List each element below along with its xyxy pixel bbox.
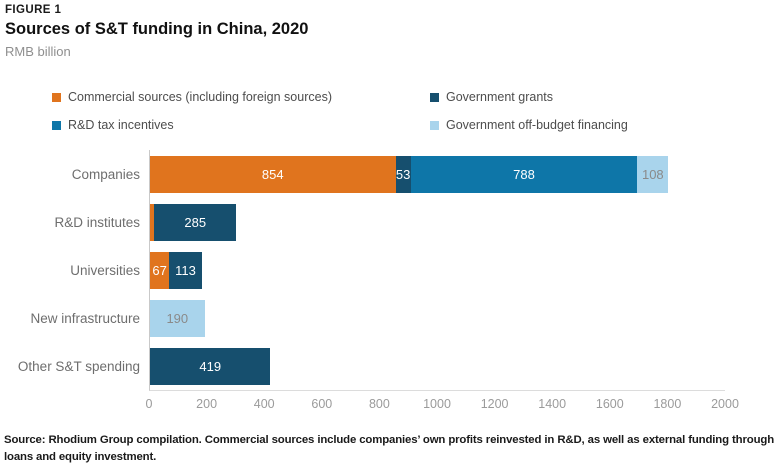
bar-value-label: 190: [166, 310, 189, 326]
legend-swatch: [52, 120, 61, 130]
bar-value-label: 108: [641, 166, 664, 182]
legend-label: Government grants: [446, 90, 553, 104]
bar-value-label: 788: [513, 166, 535, 182]
bar-segment: 108: [637, 155, 669, 193]
category-label: New infrastructure: [30, 310, 140, 326]
x-axis-tick-label: 600: [311, 397, 333, 411]
legend-label: Commercial sources (including foreign so…: [68, 90, 332, 104]
x-axis-tick-label: 0: [145, 397, 153, 411]
legend-swatch: [430, 92, 439, 102]
source-note: Source: Rhodium Group compilation. Comme…: [4, 434, 774, 464]
chart-row: Other S&T spending 419: [18, 342, 725, 390]
legend-item: R&D tax incentives: [52, 118, 430, 132]
x-axis-tick-label: 1600: [595, 397, 624, 411]
legend-label: R&D tax incentives: [68, 118, 174, 132]
x-axis-tick-label: 1200: [480, 397, 509, 411]
legend-swatch: [52, 92, 61, 102]
category-label: Universities: [70, 262, 140, 278]
bar-segment: 190: [150, 299, 205, 337]
figure-kicker: FIGURE 1: [5, 4, 62, 16]
bar-chart: Companies 854 53 788 108 R&D institutes 285 Uni…: [18, 150, 739, 413]
bar-segment: [150, 203, 155, 241]
chart-row: Companies 854 53 788 108: [72, 150, 725, 198]
bar-segment: 67: [150, 251, 170, 289]
bar-value-label: 53: [395, 166, 411, 182]
category-label: Other S&T spending: [17, 358, 140, 374]
bar-value-label: 113: [175, 262, 196, 278]
chart-plot: Companies 854 53 788 108 R&D institutes 285 Uni…: [18, 150, 725, 391]
legend-label: Government off-budget financing: [446, 118, 628, 132]
bar-value-label: 285: [184, 214, 207, 230]
bar-value-label: 854: [261, 166, 284, 182]
x-axis-tick-label: 1000: [423, 397, 451, 411]
bar-segment: 788: [410, 155, 638, 193]
bar-track: 67 113: [150, 251, 725, 289]
category-label: Companies: [71, 166, 140, 182]
x-axis-ticks: 0 200 400 600 800 1000 1200 1400 1600 1800 2000: [145, 397, 739, 413]
x-axis-tick-label: 800: [368, 397, 390, 411]
bar-track: 419: [150, 347, 725, 385]
bar-segment: 53: [395, 155, 411, 193]
chart-legend: Commercial sources (including foreign so…: [52, 90, 628, 132]
category-label: R&D institutes: [54, 214, 140, 230]
x-axis-tick-label: 1800: [653, 397, 682, 411]
legend-item: Commercial sources (including foreign so…: [52, 90, 430, 104]
x-axis-tick-label: 2000: [711, 397, 739, 411]
bar-track: 190: [150, 299, 725, 337]
bar-segment: 285: [154, 203, 237, 241]
chart-row: R&D institutes 285: [54, 198, 725, 246]
x-axis-tick-label: 200: [196, 397, 218, 411]
legend-swatch: [430, 120, 439, 130]
bar-segment: 113: [169, 251, 202, 289]
bar-value-label: 67: [152, 262, 167, 278]
chart-row: New infrastructure 190: [30, 294, 725, 342]
figure-subtitle: RMB billion: [5, 44, 71, 59]
bar-track: 854 53 788 108: [150, 155, 725, 193]
x-axis-tick-label: 1400: [538, 397, 567, 411]
figure-title: Sources of S&T funding in China, 2020: [5, 20, 309, 38]
x-axis-tick-label: 400: [253, 397, 275, 411]
chart-row: Universities 67 113: [70, 246, 725, 294]
bar-track: 285: [150, 203, 725, 241]
bar-segment: 854: [150, 155, 396, 193]
legend-item: Government grants: [430, 90, 628, 104]
bar-segment: 419: [150, 347, 271, 385]
legend-item: Government off-budget financing: [430, 118, 628, 132]
bar-value-label: 419: [199, 358, 222, 374]
figure-header: FIGURE 1 Sources of S&T funding in China…: [5, 4, 308, 59]
